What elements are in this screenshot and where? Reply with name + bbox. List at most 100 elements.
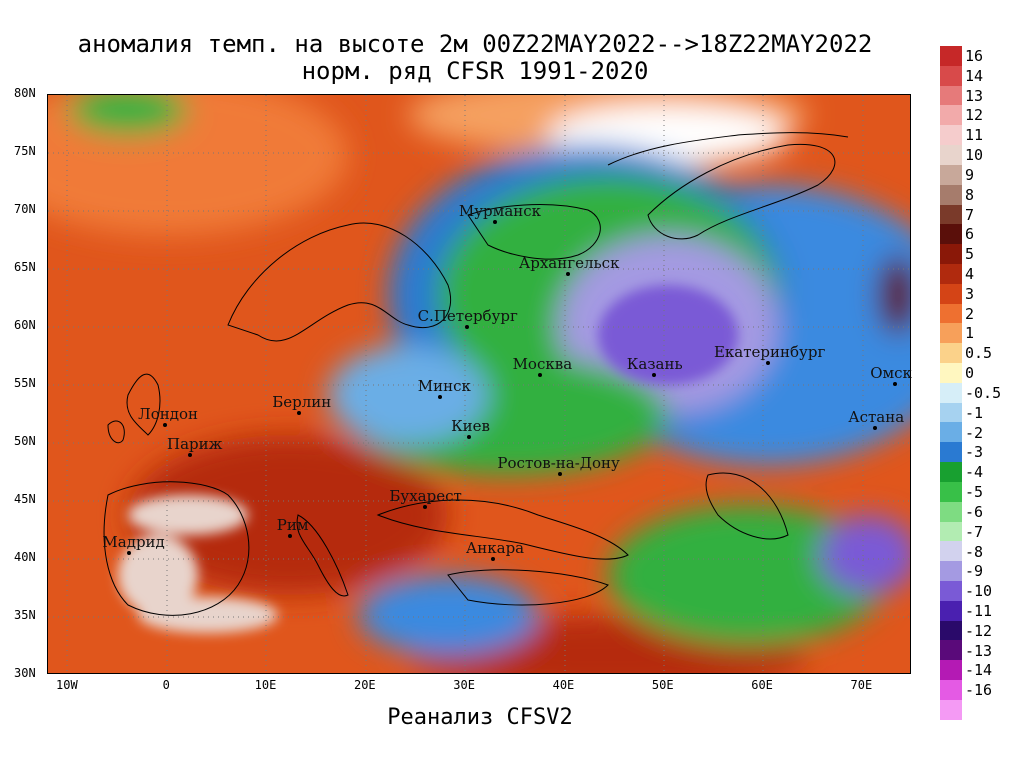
colorbar-segment (940, 145, 962, 165)
colorbar-tick-label: 1 (965, 324, 975, 343)
colorbar-tick-label: -3 (965, 443, 984, 462)
colorbar-tick-label: 9 (965, 165, 975, 184)
city-label: С.Петербург (417, 307, 518, 326)
city-label: Мадрид (102, 533, 165, 552)
central-asia-cool (608, 505, 888, 645)
colorbar-tick-label: -12 (965, 621, 993, 640)
colorbar-segment (940, 699, 962, 720)
footer-caption: Реанализ CFSV2 (387, 705, 573, 730)
chart-subtitle: норм. ряд CFSR 1991-2020 (301, 57, 649, 85)
lon-tick-label: 40E (552, 678, 575, 692)
colorbar-tick-label: 16 (965, 46, 984, 65)
colorbar-tick-label: -9 (965, 562, 984, 581)
colorbar-segment (940, 521, 962, 542)
colorbar-tick-label: 11 (965, 126, 984, 145)
colorbar (940, 46, 962, 720)
colorbar-tick-label: 0.5 (965, 344, 993, 363)
colorbar-tick-label: -1 (965, 403, 984, 422)
lat-tick-label: 40N (14, 550, 36, 564)
colorbar-tick-label: 14 (965, 66, 984, 85)
colorbar-segment (940, 204, 962, 225)
colorbar-segment (940, 660, 962, 680)
lat-tick-label: 60N (14, 318, 36, 332)
city-marker (127, 551, 132, 556)
colorbar-segment (940, 164, 962, 185)
city-marker (187, 452, 192, 457)
colorbar-tick-label: -4 (965, 463, 984, 482)
city-marker (492, 219, 497, 224)
city-marker (467, 434, 472, 439)
city-marker (558, 472, 563, 477)
city-label: Лондон (138, 404, 198, 423)
city-label: Бухарест (389, 486, 462, 505)
colorbar-segment (940, 481, 962, 502)
lat-tick-label: 35N (14, 608, 36, 622)
colorbar-segment (940, 680, 962, 700)
colorbar-tick-label: 5 (965, 245, 975, 264)
city-label: Архангельск (518, 253, 620, 272)
lon-tick-label: 0 (162, 678, 170, 692)
colorbar-tick-label: 3 (965, 284, 975, 303)
anomaly-map (47, 94, 911, 674)
colorbar-tick-label: -16 (965, 681, 993, 700)
lon-tick-label: 10E (254, 678, 277, 692)
city-label: Екатеринбург (713, 343, 826, 362)
colorbar-segment (940, 442, 962, 463)
colorbar-segment (940, 323, 962, 344)
colorbar-tick-label: 7 (965, 205, 975, 224)
lat-tick-label: 80N (14, 86, 36, 100)
colorbar-segment (940, 363, 962, 383)
city-marker (297, 411, 302, 415)
colorbar-segment (940, 303, 962, 324)
colorbar-tick-label: 4 (965, 264, 975, 283)
colorbar-tick-label: 2 (965, 304, 975, 323)
lon-tick-label: 20E (353, 678, 376, 692)
colorbar-tick-label: -10 (965, 582, 993, 601)
colorbar-segment (940, 65, 962, 86)
colorbar-segment (940, 422, 962, 443)
lon-tick-label: 50E (651, 678, 674, 692)
city-label: Минск (417, 376, 471, 395)
colorbar-segment (940, 125, 962, 146)
colorbar-segment (940, 244, 962, 264)
city-label: Рим (276, 515, 309, 534)
colorbar-segment (940, 402, 962, 423)
colorbar-tick-label: 13 (965, 86, 984, 105)
southern-europe-warm (128, 435, 448, 595)
lat-tick-label: 45N (14, 492, 36, 506)
colorbar-segment (940, 561, 962, 581)
city-marker (566, 271, 571, 276)
colorbar-segment (940, 343, 962, 363)
colorbar-tick-label: 8 (965, 185, 975, 204)
colorbar-segment (940, 105, 962, 126)
map-canvas (48, 95, 910, 673)
chart-title: аномалия темп. на высоте 2м 00Z22MAY2022… (77, 30, 873, 58)
colorbar-tick-label: -2 (965, 423, 984, 442)
colorbar-tick-label: -13 (965, 641, 993, 660)
colorbar-segment (940, 640, 962, 661)
city-marker (423, 504, 428, 509)
colorbar-tick-label: 12 (965, 106, 984, 125)
colorbar-segment (940, 224, 962, 245)
lon-tick-label: 10W (56, 678, 78, 692)
colorbar-tick-label: 10 (965, 146, 984, 165)
lat-tick-label: 75N (14, 144, 36, 158)
city-marker (163, 422, 168, 427)
lat-tick-label: 55N (14, 376, 36, 390)
city-marker (873, 426, 878, 431)
city-marker (537, 373, 542, 378)
city-label: Мурманск (458, 201, 542, 220)
colorbar-tick-label: -14 (965, 661, 993, 680)
lon-tick-label: 60E (751, 678, 773, 692)
coastlines (103, 132, 849, 616)
city-marker (490, 557, 495, 562)
colorbar-tick-label: -11 (965, 601, 993, 620)
colorbar-segment (940, 580, 962, 601)
city-label: Париж (167, 434, 223, 453)
lat-tick-label: 70N (14, 202, 36, 216)
city-marker (465, 325, 470, 330)
lon-tick-label: 70E (850, 678, 873, 692)
city-label: Астана (848, 408, 905, 427)
colorbar-tick-label: -6 (965, 502, 984, 521)
colorbar-segment (940, 462, 962, 482)
